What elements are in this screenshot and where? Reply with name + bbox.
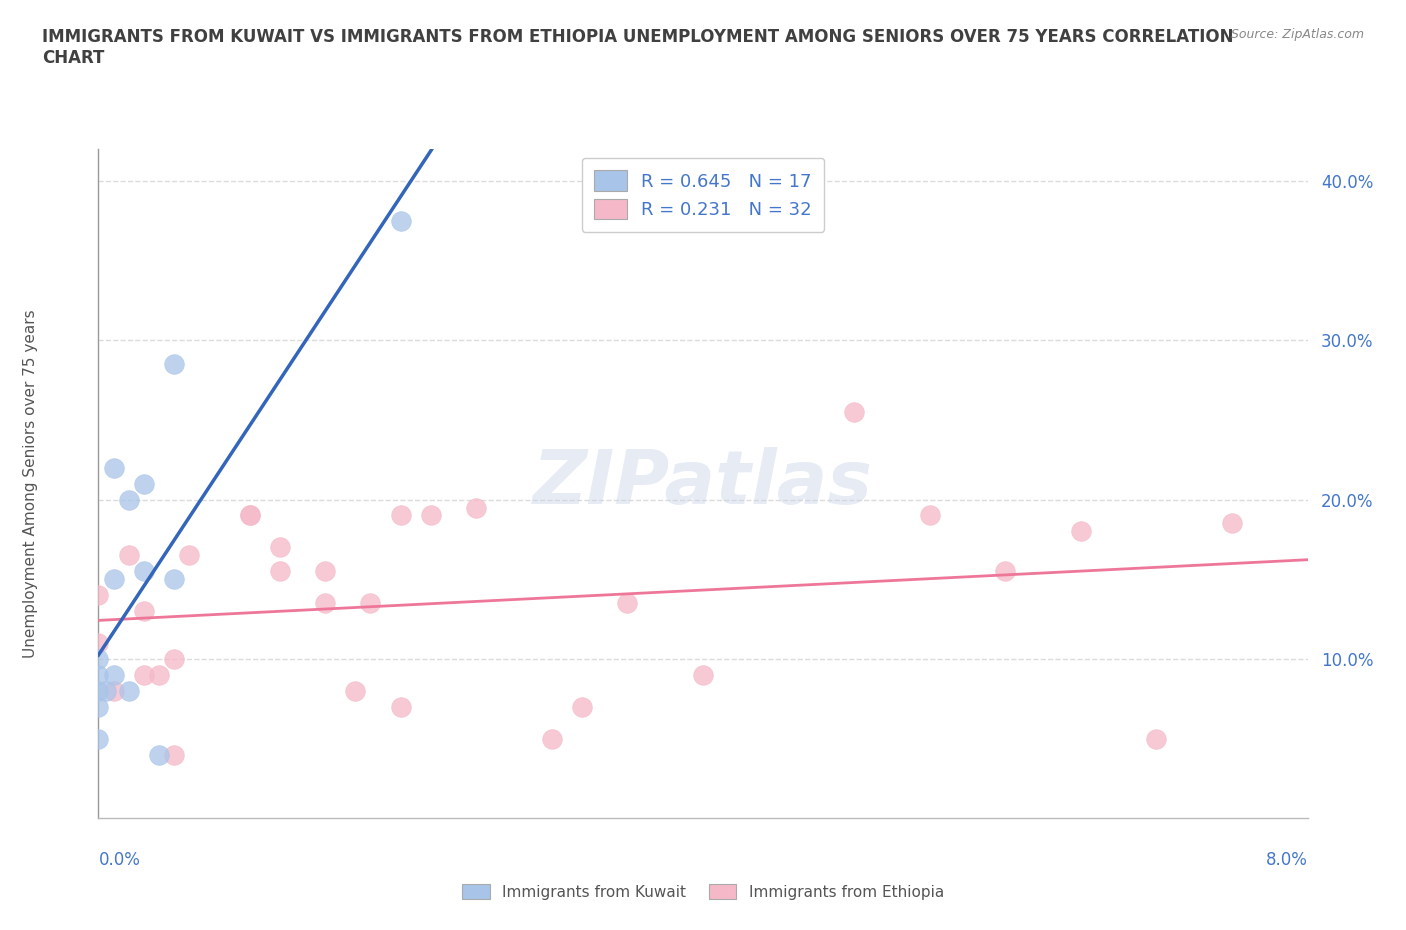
Legend: R = 0.645   N = 17, R = 0.231   N = 32: R = 0.645 N = 17, R = 0.231 N = 32 (582, 158, 824, 232)
Point (87, 668, 110, 683)
Point (389, 508, 412, 523)
Point (163, 652, 186, 667)
Text: 8.0%: 8.0% (1265, 851, 1308, 870)
Point (314, 596, 336, 611)
Point (1070, 524, 1092, 538)
Point (148, 747, 170, 762)
Point (616, 596, 638, 611)
Point (918, 508, 941, 523)
Point (239, 508, 262, 523)
Point (163, 356, 186, 371)
Point (87, 588, 110, 603)
Point (132, 476, 155, 491)
Point (132, 564, 155, 578)
Point (692, 668, 714, 683)
Text: ZIPatlas: ZIPatlas (533, 447, 873, 520)
Point (94, 684, 117, 698)
Point (87, 652, 110, 667)
Point (571, 699, 593, 714)
Point (103, 668, 125, 683)
Point (87, 635, 110, 650)
Point (994, 564, 1017, 578)
Text: Source: ZipAtlas.com: Source: ZipAtlas.com (1230, 28, 1364, 41)
Point (103, 460, 125, 475)
Point (844, 405, 866, 419)
Point (163, 572, 186, 587)
Point (344, 684, 367, 698)
Point (540, 731, 562, 746)
Point (269, 540, 291, 555)
Point (1144, 731, 1167, 746)
Point (148, 668, 170, 683)
Point (269, 564, 291, 578)
Point (239, 508, 262, 523)
Point (118, 548, 141, 563)
Point (465, 500, 488, 515)
Point (87, 684, 110, 698)
Point (163, 747, 186, 762)
Text: 0.0%: 0.0% (98, 851, 141, 870)
Point (118, 684, 141, 698)
Legend: Immigrants from Kuwait, Immigrants from Ethiopia: Immigrants from Kuwait, Immigrants from … (456, 877, 950, 906)
Point (87, 699, 110, 714)
Point (1220, 516, 1243, 531)
Point (314, 564, 336, 578)
Point (359, 596, 381, 611)
Point (132, 604, 155, 618)
Point (179, 548, 201, 563)
Point (389, 213, 412, 228)
Text: Unemployment Among Seniors over 75 years: Unemployment Among Seniors over 75 years (24, 310, 38, 658)
Point (118, 492, 141, 507)
Point (103, 572, 125, 587)
Point (419, 508, 441, 523)
Text: IMMIGRANTS FROM KUWAIT VS IMMIGRANTS FROM ETHIOPIA UNEMPLOYMENT AMONG SENIORS OV: IMMIGRANTS FROM KUWAIT VS IMMIGRANTS FRO… (42, 28, 1233, 67)
Point (103, 684, 125, 698)
Point (87, 731, 110, 746)
Point (132, 668, 155, 683)
Point (389, 699, 412, 714)
